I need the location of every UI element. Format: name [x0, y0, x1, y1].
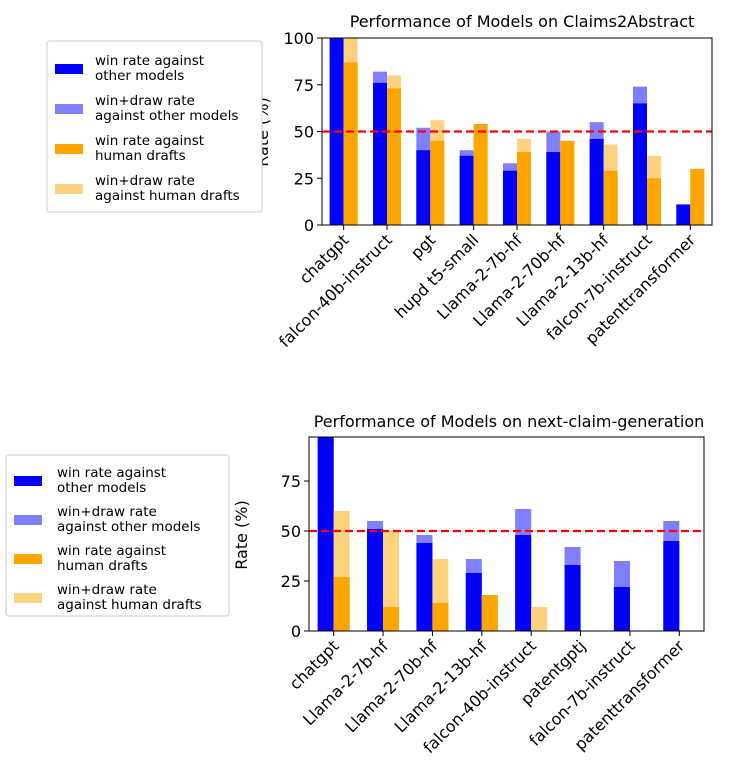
bar-windraw-human [383, 531, 400, 631]
bar-win-other [416, 543, 433, 631]
legend-label: human drafts [57, 558, 148, 574]
legend-label: win+draw rate [95, 173, 195, 189]
bar-win-other [503, 170, 517, 225]
bar-win-human [481, 595, 498, 631]
legend-swatch [14, 515, 42, 525]
bar-win-other [589, 138, 604, 225]
x-tick-label: Llama-2-7b-hf [299, 636, 392, 729]
legend-label: against human drafts [57, 597, 202, 613]
legend-frame [46, 40, 263, 213]
legend-swatch [55, 184, 83, 194]
y-tick-label: 0 [291, 622, 301, 641]
bar-win-other [465, 573, 482, 631]
y-tick-label: 75 [294, 76, 314, 95]
legend-label: against other models [57, 519, 200, 535]
legend-swatch [55, 144, 83, 154]
x-tick-label: pgt [407, 230, 439, 262]
bar-win-other [564, 565, 581, 631]
y-tick-label: 25 [294, 169, 314, 188]
bar-win-human [383, 607, 400, 631]
bar-win-human [517, 152, 531, 225]
bar-win-other [613, 587, 630, 631]
bar-win-other [676, 204, 691, 225]
bar-win-human [430, 140, 445, 225]
y-tick-label: 75 [281, 472, 301, 491]
bar-win-human [603, 170, 618, 225]
legend-swatch [14, 476, 42, 486]
bar-win-other [416, 150, 431, 225]
legend-label: win rate against [57, 543, 166, 559]
bar-windraw-human [531, 607, 548, 631]
plot-frame [308, 436, 705, 632]
chart-title: Performance of Models on Claims2Abstract [350, 12, 695, 31]
bar-win-human [343, 62, 358, 226]
bar-win-human [387, 88, 401, 226]
legend-label: win rate against [57, 465, 166, 481]
y-tick-label: 0 [304, 216, 314, 235]
bar-win-other [459, 155, 474, 225]
legend-label: win+draw rate [57, 582, 157, 598]
bar-win-human [647, 178, 661, 225]
legend-swatch [14, 554, 42, 564]
legend-label: against human drafts [95, 188, 240, 204]
legend-label: against other models [95, 108, 238, 124]
legend-frame [5, 454, 230, 617]
legend-label: win+draw rate [57, 504, 157, 520]
legend-label: win rate against [95, 53, 204, 69]
y-tick-label: 50 [294, 123, 314, 142]
bar-win-human [432, 603, 449, 631]
bar-win-human [333, 577, 350, 631]
plot-area: 0255075chatgptLlama-2-7b-hfLlama-2-70b-h… [281, 436, 705, 757]
legend-swatch [55, 64, 83, 74]
legend-label: human drafts [95, 148, 186, 164]
bar-win-other [663, 541, 680, 631]
bar-win-other [367, 529, 384, 631]
y-tick-label: 50 [281, 522, 301, 541]
legend-label: win rate against [95, 133, 204, 149]
bar-win-other [515, 535, 532, 631]
bar-win-human [473, 124, 488, 225]
bar-win-human [560, 140, 575, 225]
chart-title: Performance of Models on next-claim-gene… [314, 412, 705, 431]
legend-swatch [55, 104, 83, 114]
legend-label: win+draw rate [95, 93, 195, 109]
legend-label: other models [57, 480, 146, 496]
bar-win-human [690, 168, 705, 225]
chart-next-claim-generation: Performance of Models on next-claim-gene… [232, 412, 705, 757]
bar-win-other [317, 437, 334, 631]
legend-label: other models [95, 68, 184, 84]
chart-claims2abstract: Performance of Models on Claims2Abstract… [253, 12, 713, 351]
y-tick-label: 100 [283, 29, 314, 48]
bar-win-other [373, 82, 387, 225]
legend-swatch [14, 593, 42, 603]
y-axis-label: Rate (%) [232, 500, 251, 569]
bar-win-other [546, 152, 561, 225]
y-tick-label: 25 [281, 572, 301, 591]
bar-win-other [633, 103, 647, 225]
